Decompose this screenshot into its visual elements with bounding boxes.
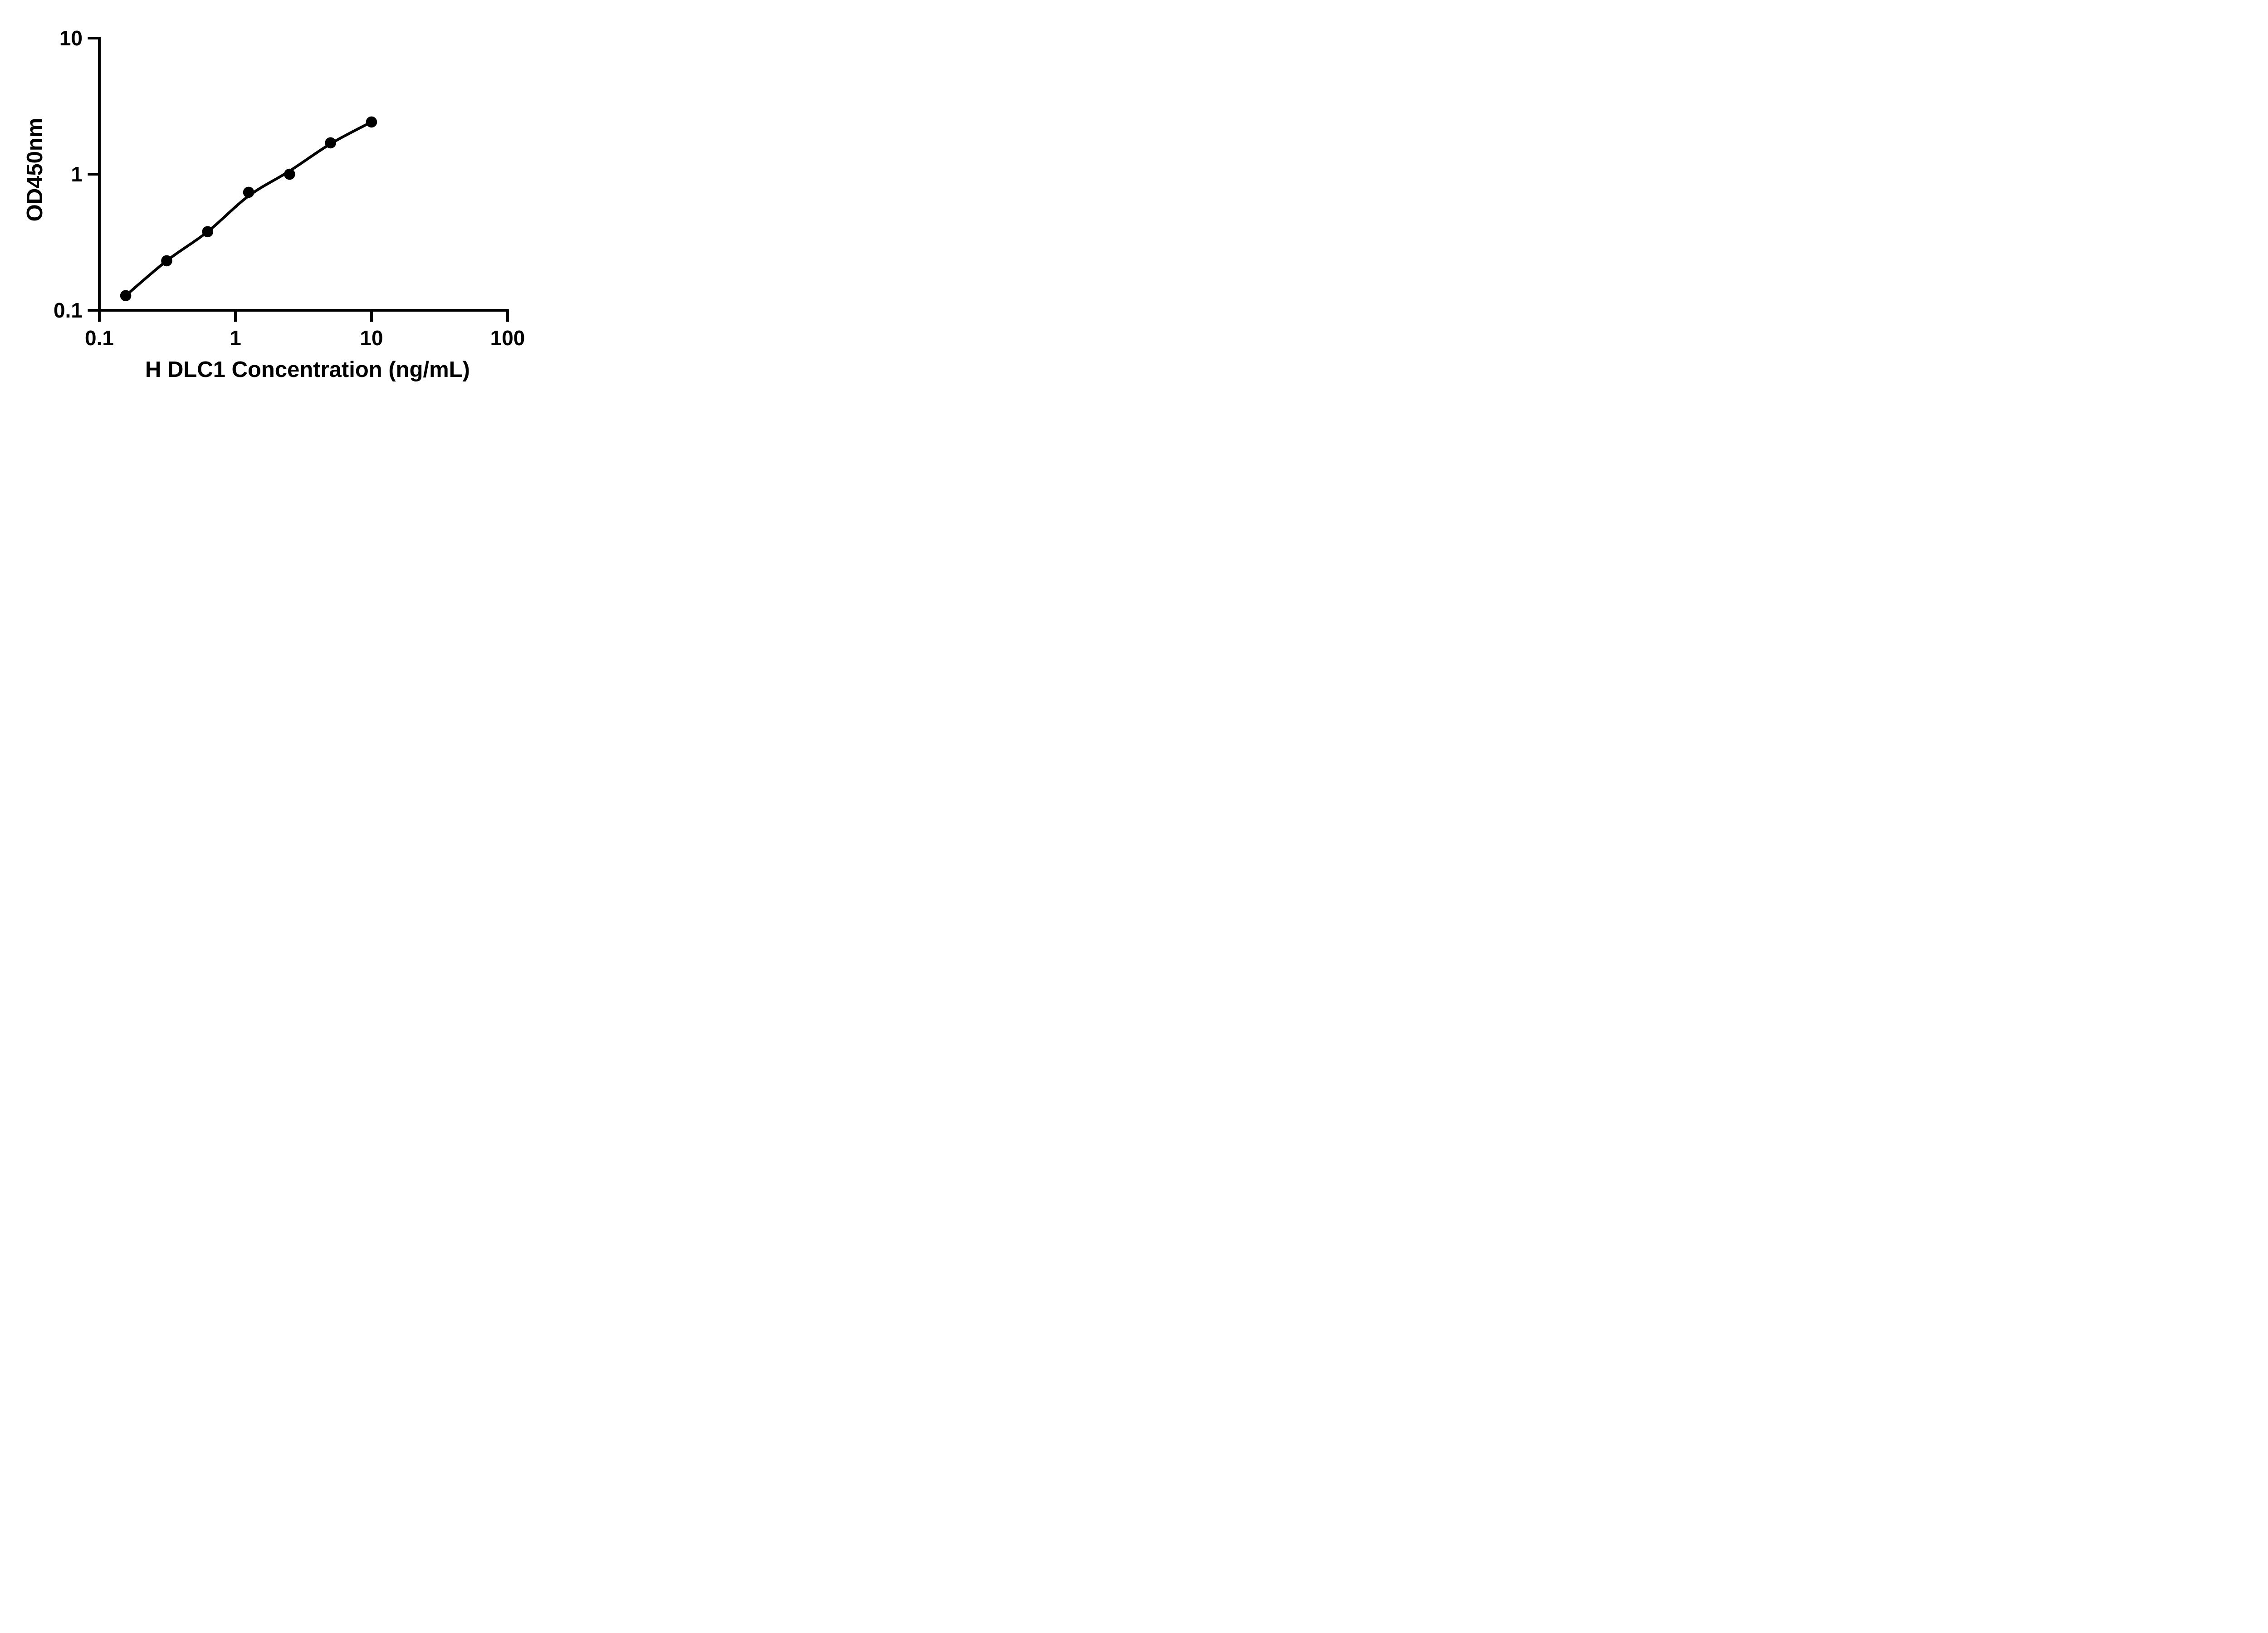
data-point	[120, 290, 132, 302]
data-point	[161, 255, 172, 267]
y-tick-label: 0.1	[54, 298, 83, 322]
data-point	[202, 226, 214, 238]
data-point	[325, 137, 336, 149]
data-point	[284, 168, 295, 180]
y-axis-title: OD450nm	[23, 118, 47, 222]
x-tick-label: 10	[360, 326, 383, 350]
x-tick-label: 0.1	[85, 326, 114, 350]
y-tick-label: 1	[71, 162, 83, 186]
point-layer	[120, 116, 377, 302]
axis-lines	[88, 37, 509, 312]
y-tick-label: 10	[59, 26, 83, 50]
x-axis-title: H DLC1 Concentration (ng/mL)	[145, 357, 470, 382]
axis-ticks	[88, 173, 509, 322]
curve-layer	[124, 120, 373, 297]
tick-labels: 0.1 1 10 100 0.1 1 10	[54, 26, 525, 350]
elisa-standard-curve-figure: 0.1 1 10 100 0.1 1 10 OD450nm H DLC1 Concentra…	[0, 0, 570, 408]
data-point	[243, 186, 254, 198]
fit-curve	[124, 120, 373, 297]
x-tick-label: 1	[230, 326, 241, 350]
chart-canvas: 0.1 1 10 100 0.1 1 10 OD450nm H DLC1 Concentra…	[23, 26, 525, 382]
x-tick-label: 100	[490, 326, 525, 350]
data-point	[366, 116, 377, 128]
